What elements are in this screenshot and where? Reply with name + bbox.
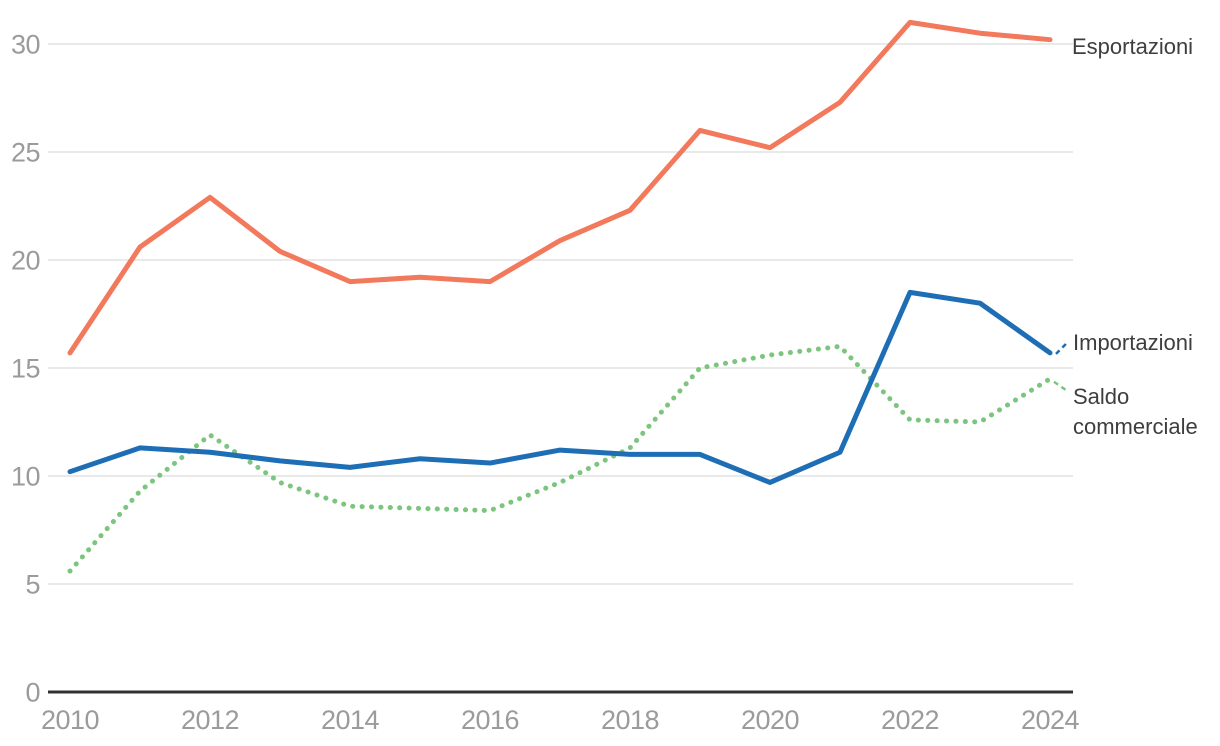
leader-line-saldo-commerciale — [1053, 380, 1068, 392]
x-tick-label-2016: 2016 — [461, 705, 519, 735]
y-tick-label-0: 0 — [25, 678, 40, 708]
x-tick-label-2014: 2014 — [321, 705, 380, 735]
x-tick-label-2024: 2024 — [1021, 705, 1080, 735]
y-tick-label-15: 15 — [11, 354, 40, 384]
x-tick-label-2020: 2020 — [741, 705, 799, 735]
leader-line-importazioni — [1055, 340, 1069, 355]
series-line-saldo-commerciale — [67, 343, 1053, 574]
y-tick-label-30: 30 — [11, 30, 40, 60]
y-tick-label-10: 10 — [11, 462, 40, 492]
series-label-saldo-commerciale: Saldo commerciale — [1073, 384, 1198, 439]
x-tick-label-2012: 2012 — [181, 705, 239, 735]
x-tick-label-2022: 2022 — [881, 705, 939, 735]
x-tick-label-2010: 2010 — [41, 705, 99, 735]
series-line-esportazioni — [67, 19, 1053, 356]
series-line-importazioni — [67, 289, 1053, 485]
series-label-esportazioni: Esportazioni — [1072, 34, 1194, 59]
y-tick-label-25: 25 — [11, 138, 40, 168]
y-tick-label-5: 5 — [25, 570, 40, 600]
y-tick-label-20: 20 — [11, 246, 40, 276]
series-label-importazioni: Importazioni — [1073, 330, 1193, 355]
x-tick-label-2018: 2018 — [601, 705, 659, 735]
